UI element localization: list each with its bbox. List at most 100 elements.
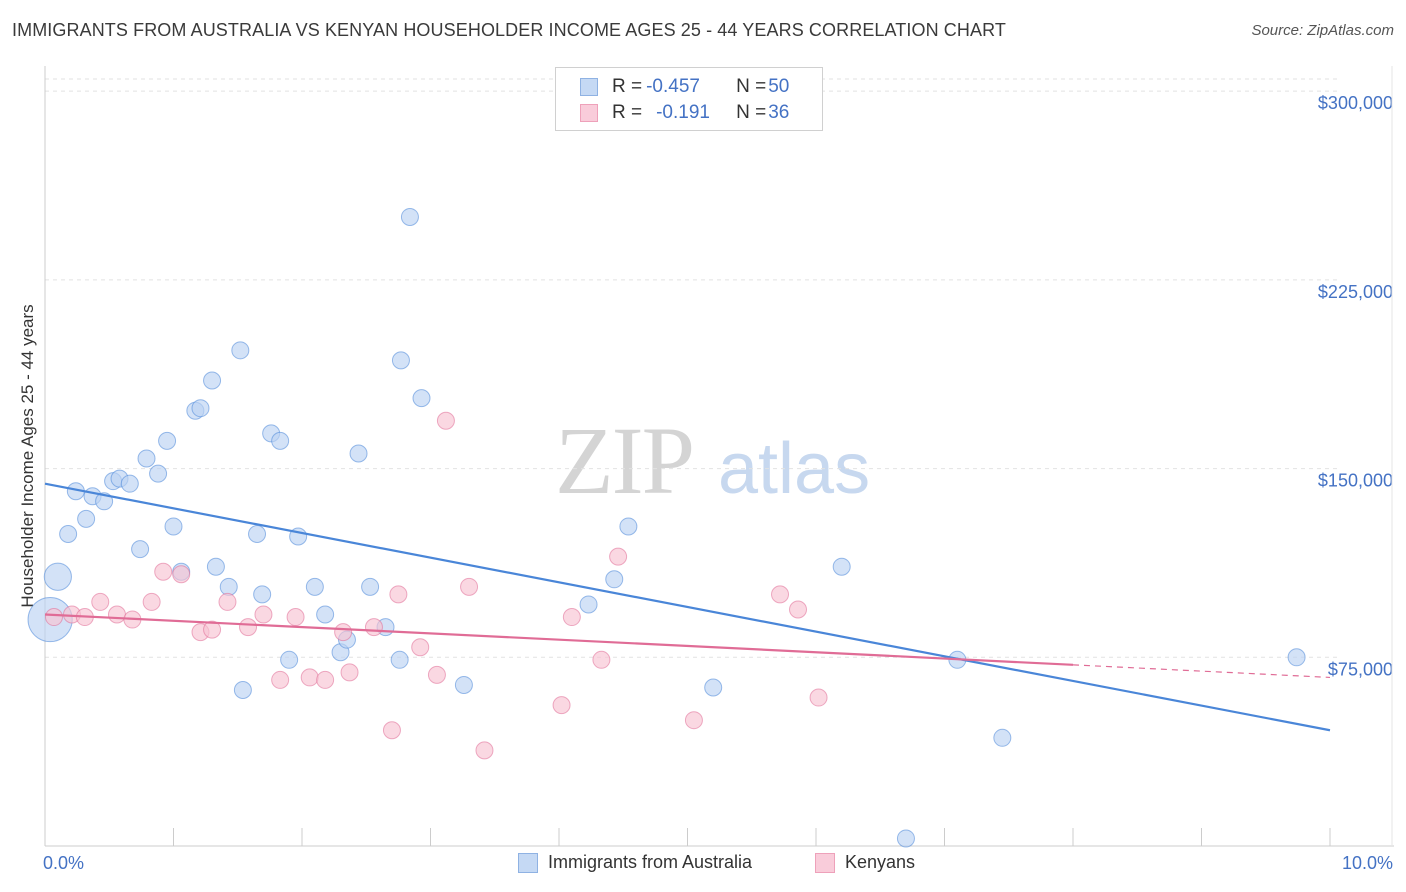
kenyans-point	[239, 618, 258, 637]
legend-r-value: -0.191	[656, 102, 710, 123]
kenyans-point	[382, 721, 401, 740]
australia-trend-line	[44, 482, 1331, 732]
legend-item-australia: Immigrants from Australia	[518, 852, 752, 873]
australia-point	[233, 681, 252, 699]
kenyans-point	[436, 411, 455, 430]
kenyans-point	[427, 665, 446, 684]
legend-item-kenyans: Kenyans	[815, 852, 915, 873]
australia-point	[95, 492, 114, 511]
legend-r-label: R =	[612, 76, 643, 97]
x-tick-label: 0.0%	[43, 853, 84, 873]
kenyans-point	[334, 623, 353, 642]
legend-label-australia: Immigrants from Australia	[548, 852, 753, 872]
legend-swatch-australia	[518, 852, 538, 873]
australia-point	[1287, 648, 1306, 667]
correlation-legend: R = -0.457 N = 50 R = -0.191 N = 36	[555, 67, 823, 131]
australia-point	[896, 829, 915, 848]
legend-n-value: 36	[768, 102, 790, 123]
australia-point	[253, 585, 272, 604]
legend-label-kenyans: Kenyans	[845, 852, 916, 872]
chart-title: IMMIGRANTS FROM AUSTRALIA VS KENYAN HOUS…	[12, 20, 1006, 40]
kenyans-point	[142, 592, 161, 611]
australia-point	[59, 525, 78, 543]
australia-point	[131, 540, 150, 559]
y-tick-label: $75,000	[1328, 659, 1393, 679]
kenyans-point	[389, 585, 408, 604]
kenyans-point	[475, 741, 494, 760]
australia-point	[412, 389, 431, 408]
legend-n-value: 50	[768, 76, 790, 97]
kenyans-point	[271, 670, 290, 689]
legend-r-value: -0.457	[646, 76, 700, 97]
kenyans-trend-extension	[1072, 664, 1331, 679]
kenyans-point	[107, 605, 126, 624]
kenyans-point	[460, 577, 479, 596]
kenyans-point	[91, 592, 110, 611]
kenyans-point	[203, 620, 222, 639]
australia-point	[349, 444, 368, 463]
kenyans-point	[552, 696, 571, 715]
legend-n-label: N =	[736, 76, 767, 97]
australia-point	[248, 525, 267, 543]
legend-r-label: R =	[612, 102, 643, 123]
y-tick-label: $225,000	[1318, 282, 1393, 302]
legend-swatch-kenyans	[815, 852, 835, 873]
australia-point	[280, 650, 299, 669]
legend-swatch-kenyans	[580, 104, 598, 122]
australia-point	[219, 577, 238, 596]
australia-point	[579, 595, 598, 614]
australia-point	[43, 562, 72, 591]
kenyans-point	[316, 670, 335, 689]
australia-point	[832, 557, 851, 576]
kenyans-point	[254, 605, 273, 624]
australia-point	[605, 570, 624, 589]
kenyans-point	[364, 618, 383, 637]
australia-point	[120, 474, 139, 493]
australia-point	[391, 351, 410, 370]
legend-swatch-australia	[580, 78, 598, 96]
legend-row-australia: R = -0.457 N = 50	[580, 75, 789, 99]
australia-point	[619, 517, 638, 536]
kenyans-point	[809, 688, 828, 707]
australia-point	[137, 449, 156, 468]
australia-point	[993, 728, 1012, 747]
kenyans-point	[340, 663, 359, 682]
australia-point	[158, 431, 177, 450]
australia-point	[231, 341, 250, 360]
australia-point	[206, 557, 225, 576]
australia-point	[271, 431, 290, 450]
australia-point	[305, 577, 324, 596]
series-legend: Immigrants from Australia Kenyans	[0, 852, 1406, 878]
kenyans-point	[172, 565, 191, 584]
kenyans-point	[592, 650, 611, 669]
kenyans-point	[411, 638, 430, 657]
x-tick-label: 10.0%	[1342, 853, 1393, 873]
kenyans-point	[609, 547, 628, 566]
legend-n-label: N =	[736, 102, 767, 123]
legend-row-kenyans: R = -0.191 N = 36	[580, 101, 789, 125]
australia-point	[390, 650, 409, 669]
watermark-zip: ZIP	[555, 407, 695, 514]
y-tick-label: $150,000	[1318, 471, 1393, 491]
australia-point	[191, 399, 210, 418]
kenyans-point	[300, 668, 319, 687]
australia-point	[454, 675, 473, 694]
australia-point	[77, 509, 96, 528]
y-tick-label: $300,000	[1318, 93, 1393, 113]
australia-point	[704, 678, 723, 697]
kenyans-point	[218, 592, 237, 611]
australia-point	[149, 464, 168, 483]
australia-point	[203, 371, 222, 390]
kenyans-point	[562, 608, 581, 627]
source-label: Source: ZipAtlas.com	[1251, 22, 1394, 39]
australia-point	[400, 207, 419, 226]
australia-point	[361, 577, 380, 596]
australia-point	[316, 605, 335, 624]
kenyans-point	[771, 585, 790, 604]
kenyans-point	[789, 600, 808, 619]
kenyans-point	[684, 711, 703, 730]
kenyans-point	[44, 608, 63, 627]
kenyans-trend-line	[44, 613, 1074, 666]
kenyans-point	[286, 608, 305, 627]
